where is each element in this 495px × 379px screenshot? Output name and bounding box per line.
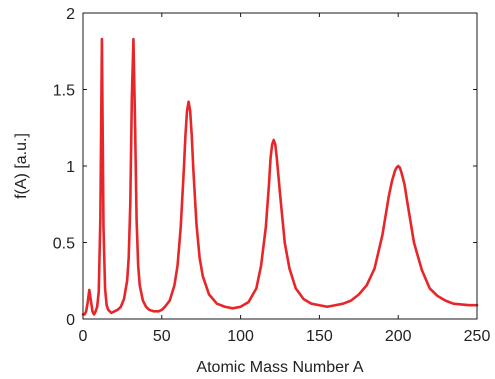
y-tick-label: 1.5	[53, 83, 75, 100]
x-tick-label: 200	[385, 328, 412, 345]
tick-layer	[82, 12, 478, 320]
y-tick-label: 0.5	[53, 236, 75, 253]
plot-frame	[82, 12, 478, 320]
x-tick-label: 250	[464, 328, 491, 345]
x-tick-label: 150	[306, 328, 333, 345]
x-tick-label: 0	[79, 328, 88, 345]
series-line-0	[81, 37, 479, 316]
x-axis-label: Atomic Mass Number A	[196, 359, 363, 376]
y-tick-label: 2	[66, 6, 75, 23]
tick-label-layer: 0 50 100 150 200 250 0 0.5 1 1.5 2	[53, 6, 491, 345]
x-tick-label: 100	[227, 328, 254, 345]
curve-layer	[81, 37, 479, 316]
y-tick-label: 0	[66, 312, 75, 329]
y-axis-label: f(A) [a.u.]	[13, 133, 30, 199]
y-tick-label: 1	[66, 159, 75, 176]
x-tick-label: 50	[153, 328, 171, 345]
